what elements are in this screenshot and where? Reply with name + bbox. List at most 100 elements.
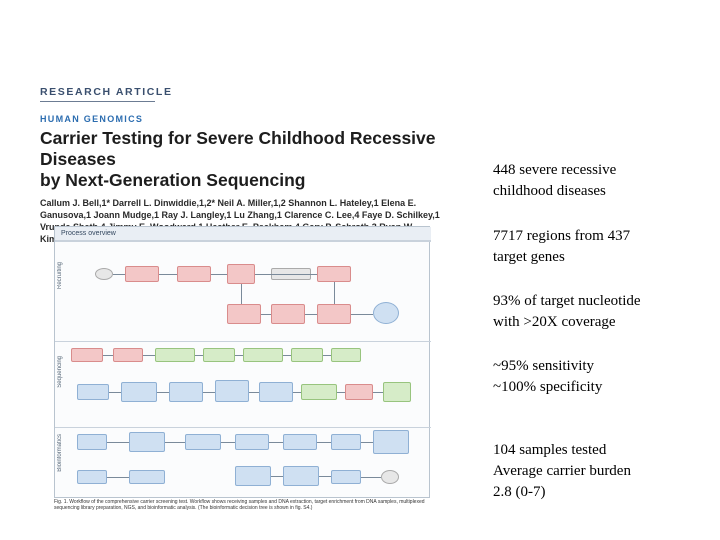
article-header: RESEARCH ARTICLE HUMAN GENOMICS Carrier … (40, 86, 480, 245)
kicker-rule (40, 101, 155, 102)
panel-label-recruiting: Recruiting (57, 262, 63, 290)
finding-line: 2.8 (0-7) (493, 484, 546, 500)
workflow-step (227, 264, 255, 284)
finding-samples: 104 samples tested Average carrier burde… (493, 440, 715, 503)
figure-overview-label: Process overview (55, 227, 431, 241)
panel-recruiting: Recruiting (55, 241, 431, 341)
finding-coverage: 93% of target nucleotide with >20X cover… (493, 291, 715, 333)
workflow-step (177, 266, 211, 282)
article-title: Carrier Testing for Severe Childhood Rec… (40, 128, 480, 191)
flow-arrow (157, 392, 169, 393)
flow-arrow (107, 477, 129, 478)
workflow-step (317, 304, 351, 324)
flow-arrow (269, 442, 283, 443)
flow-arrow (241, 284, 242, 304)
flow-arrow (351, 314, 373, 315)
finding-line: 93% of target nucleotide (493, 293, 641, 309)
finding-line: ~100% specificity (493, 379, 603, 395)
workflow-step (77, 470, 107, 484)
flow-arrow (261, 314, 271, 315)
finding-line: 104 samples tested (493, 442, 607, 458)
flow-arrow (361, 442, 373, 443)
finding-regions: 7717 regions from 437 target genes (493, 226, 715, 268)
workflow-step (235, 466, 271, 486)
workflow-step (291, 348, 323, 362)
panel-label-bioinformatics: Bioinformatics (57, 434, 63, 472)
flow-arrow (159, 274, 177, 275)
workflow-step (331, 434, 361, 450)
flow-arrow (337, 392, 345, 393)
workflow-step (203, 348, 235, 362)
end-node (381, 470, 399, 484)
workflow-step (227, 304, 261, 324)
workflow-step (155, 348, 195, 362)
workflow-step (121, 382, 157, 402)
flow-arrow (271, 476, 283, 477)
flow-arrow (283, 355, 291, 356)
workflow-figure: Process overview Recruiting Sequencing (54, 226, 431, 499)
workflow-step (77, 384, 109, 400)
finding-line: ~95% sensitivity (493, 358, 595, 374)
flow-arrow (249, 392, 259, 393)
workflow-step (185, 434, 221, 450)
finding-line: Average carrier burden (493, 463, 631, 479)
flow-arrow (255, 274, 317, 275)
decision-node (373, 302, 399, 324)
flow-arrow (334, 282, 335, 304)
finding-line: with >20X coverage (493, 314, 616, 330)
panel-sequencing: Sequencing (55, 341, 431, 427)
flow-arrow (305, 314, 317, 315)
panel-label-sequencing: Sequencing (57, 356, 63, 388)
workflow-step (283, 466, 319, 486)
flow-arrow (293, 392, 301, 393)
flow-arrow (373, 392, 383, 393)
workflow-step (283, 434, 317, 450)
start-node (95, 268, 113, 280)
article-title-line-2: by Next-Generation Sequencing (40, 170, 306, 190)
flow-arrow (203, 392, 215, 393)
flow-arrow (323, 355, 331, 356)
article-section: HUMAN GENOMICS (40, 114, 144, 124)
finding-line: childhood diseases (493, 183, 606, 199)
workflow-step (259, 382, 293, 402)
article-title-line-1: Carrier Testing for Severe Childhood Rec… (40, 128, 436, 169)
workflow-step (271, 304, 305, 324)
workflow-step (129, 470, 165, 484)
panel-bioinformatics: Bioinformatics (55, 427, 431, 499)
flow-arrow (319, 476, 331, 477)
article-kicker: RESEARCH ARTICLE (40, 86, 173, 98)
finding-line: 7717 regions from 437 (493, 228, 631, 244)
finding-accuracy: ~95% sensitivity ~100% specificity (493, 356, 715, 398)
workflow-step (125, 266, 159, 282)
workflow-step (383, 382, 411, 402)
workflow-step (113, 348, 143, 362)
workflow-step (317, 266, 351, 282)
flow-arrow (165, 442, 185, 443)
workflow-step (169, 382, 203, 402)
workflow-step (373, 430, 409, 454)
flow-arrow (221, 442, 235, 443)
workflow-step (301, 384, 337, 400)
workflow-step (129, 432, 165, 452)
flow-arrow (195, 355, 203, 356)
flow-arrow (109, 392, 121, 393)
workflow-step (345, 384, 373, 400)
flow-arrow (103, 355, 113, 356)
workflow-step (331, 470, 361, 484)
finding-diseases: 448 severe recessive childhood diseases (493, 160, 715, 202)
flow-arrow (107, 442, 129, 443)
flow-arrow (211, 274, 227, 275)
workflow-step (243, 348, 283, 362)
workflow-step (235, 434, 269, 450)
flow-arrow (361, 477, 381, 478)
flow-arrow (143, 355, 155, 356)
flow-arrow (317, 442, 331, 443)
workflow-step (77, 434, 107, 450)
finding-line: target genes (493, 249, 565, 265)
figure-caption: Fig. 1. Workflow of the comprehensive ca… (54, 499, 425, 511)
workflow-step (215, 380, 249, 402)
workflow-step (71, 348, 103, 362)
finding-line: 448 severe recessive (493, 162, 617, 178)
flow-arrow (113, 274, 125, 275)
flow-arrow (235, 355, 243, 356)
